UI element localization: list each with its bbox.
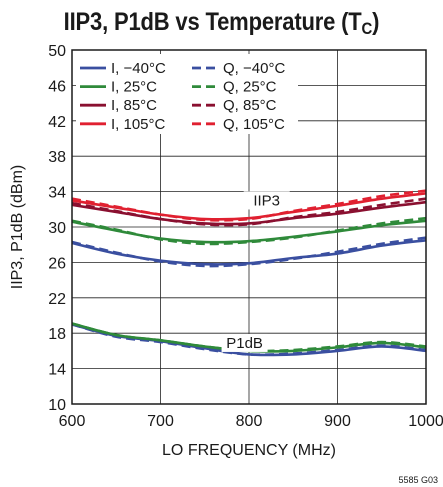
series-line-iip3-3 <box>71 216 427 246</box>
annotation-label-0: IIP3 <box>253 192 280 209</box>
y-tick-label-18: 18 <box>48 326 66 343</box>
legend-label-3: Q, 25°C <box>223 79 277 96</box>
legend-label-1: Q, −40°C <box>223 60 285 77</box>
chart-title-main: IIP3, P1dB vs Temperature (T <box>63 8 362 36</box>
legend-label-6: I, 105°C <box>111 116 166 133</box>
x-tick-label-800: 800 <box>236 413 263 430</box>
legend: I, −40°C Q, −40°C I, 25°C Q, 25°C I, 85°C Q, … <box>76 54 298 134</box>
legend-label-7: Q, 105°C <box>223 116 285 133</box>
y-tick-label-30: 30 <box>48 220 66 237</box>
figure-code: 5585 G03 <box>398 475 438 485</box>
annotation-label-1: P1dB <box>226 335 263 352</box>
x-tick-labels: 600 700 800 900 1000 <box>59 413 443 430</box>
y-tick-label-14: 14 <box>48 362 66 379</box>
series-line-iip3-5 <box>71 197 427 227</box>
series-line-iip3-7 <box>71 189 427 222</box>
x-tick-label-700: 700 <box>147 413 174 430</box>
chart-title-tail: ) <box>372 8 380 36</box>
y-tick-labels: 10 14 18 22 26 30 34 38 42 46 50 <box>48 43 66 414</box>
y-axis-label: IIP3, P1dB (dBm) <box>9 165 26 290</box>
series-line-iip3-1 <box>71 236 427 268</box>
y-tick-label-42: 42 <box>48 114 66 131</box>
legend-label-4: I, 85°C <box>111 97 157 114</box>
series-line-p1db-11 <box>71 322 427 353</box>
x-tick-label-600: 600 <box>59 413 86 430</box>
legend-label-2: I, 25°C <box>111 79 157 96</box>
x-axis-label: LO FREQUENCY (MHz) <box>162 442 336 459</box>
legend-label-0: I, −40°C <box>111 60 166 77</box>
y-tick-label-38: 38 <box>48 149 66 166</box>
x-tick-label-1000: 1000 <box>408 413 443 430</box>
annotation-backing-1 <box>221 333 268 352</box>
chart-title: IIP3, P1dB vs Temperature (TC) <box>27 8 417 39</box>
grid-lines <box>71 49 427 405</box>
chart-title-subscript: C <box>361 19 373 38</box>
legend-label-5: Q, 85°C <box>223 97 277 114</box>
y-tick-label-34: 34 <box>48 185 66 202</box>
x-tick-label-900: 900 <box>324 413 351 430</box>
y-tick-label-26: 26 <box>48 255 66 272</box>
legend-background <box>76 54 298 134</box>
plot-frame <box>71 49 427 405</box>
series-lines <box>71 189 427 357</box>
series-line-p1db-9 <box>71 323 427 357</box>
y-tick-label-22: 22 <box>48 291 66 308</box>
y-tick-label-10: 10 <box>48 397 66 414</box>
annotation-backing-0 <box>243 191 290 210</box>
y-tick-label-50: 50 <box>48 43 66 60</box>
annotations: IIP3 P1dB <box>221 191 290 352</box>
y-tick-label-46: 46 <box>48 78 66 95</box>
